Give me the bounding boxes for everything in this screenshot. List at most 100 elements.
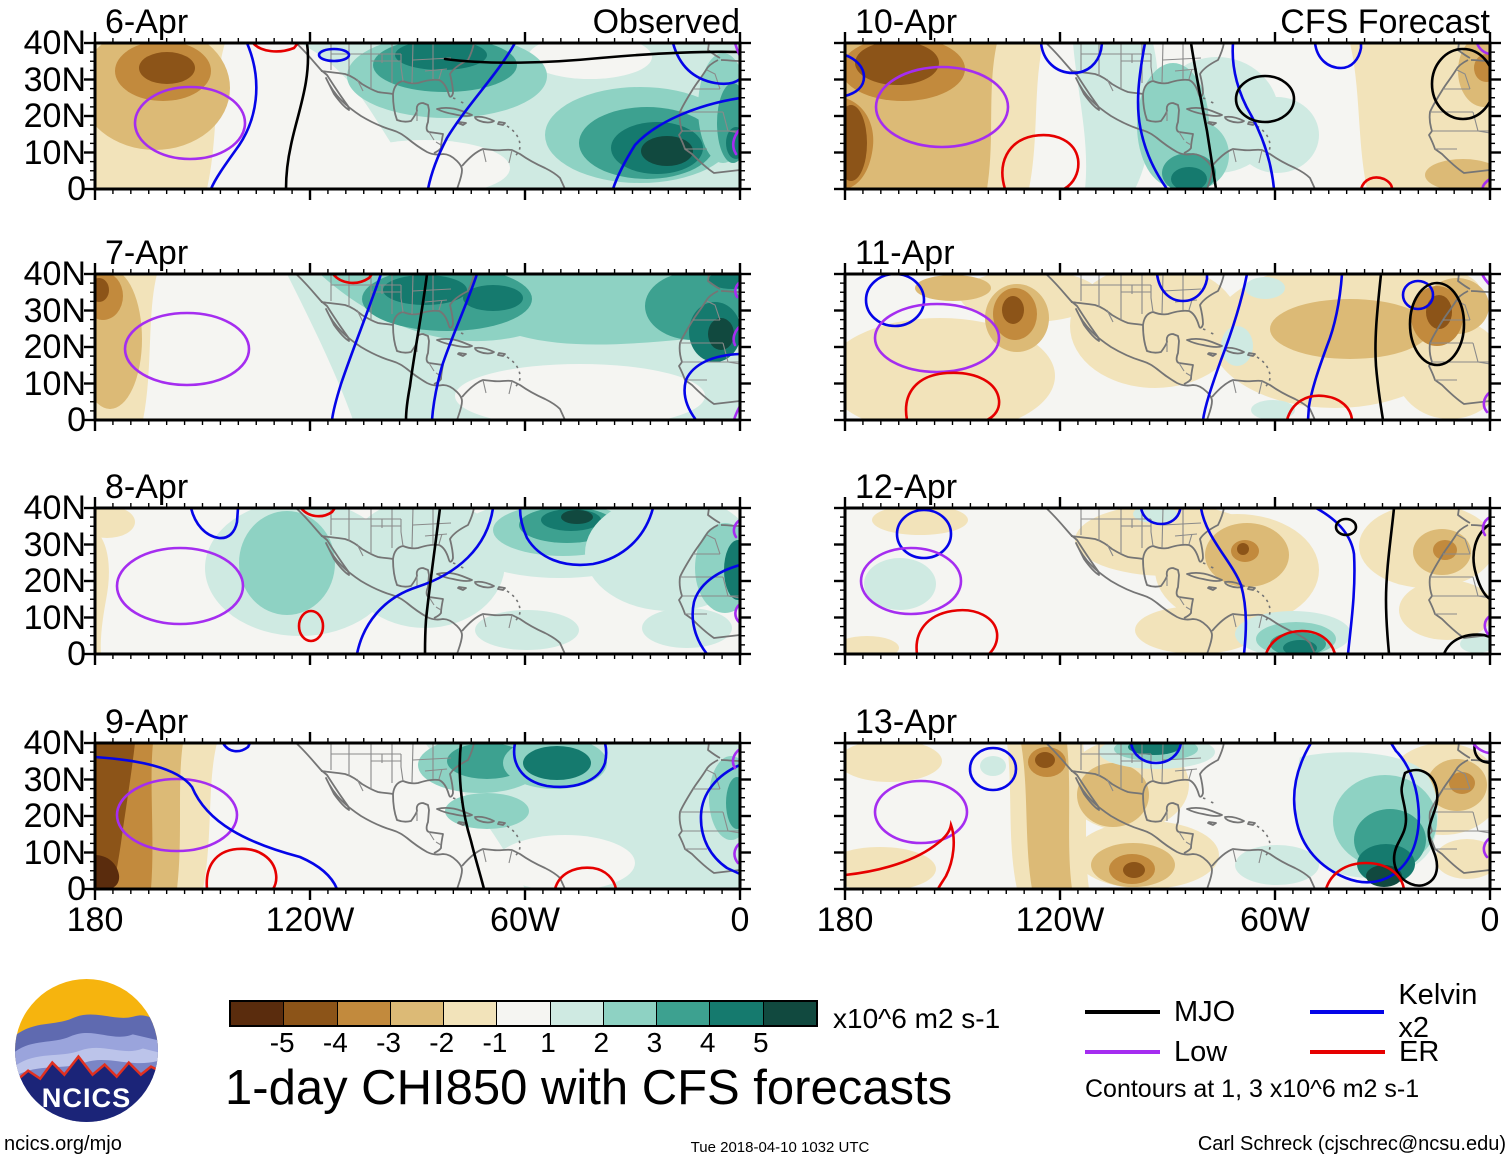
- political-border: [400, 285, 404, 313]
- wave-contour: [512, 743, 608, 789]
- y-axis-label: 20N: [23, 328, 86, 366]
- political-border: [1161, 43, 1164, 84]
- coastline: [295, 274, 463, 420]
- panel-frame: [843, 741, 1492, 891]
- legend-label: Kelvin x2: [1398, 979, 1478, 1044]
- coastline: [1470, 59, 1490, 62]
- wave-contour: [845, 819, 956, 889]
- legend-line-swatch: [1085, 1050, 1160, 1054]
- y-axis-label: 30N: [23, 760, 86, 799]
- colorbar-segment: [283, 1002, 337, 1025]
- island-chain: [1256, 825, 1271, 856]
- shading-blob: [641, 136, 693, 166]
- wave-contour: [1334, 517, 1358, 537]
- shading-blob: [1460, 635, 1490, 653]
- island-chain: [452, 97, 460, 101]
- wave-contour: [123, 311, 251, 387]
- political-border: [482, 613, 487, 628]
- shading-blob: [1073, 43, 1159, 189]
- coastline: [497, 121, 506, 126]
- political-border: [706, 534, 721, 555]
- coastline: [1207, 121, 1217, 126]
- political-border: [1150, 519, 1154, 547]
- coastline: [436, 338, 473, 348]
- shading-blob: [724, 540, 740, 600]
- coastline: [1247, 352, 1256, 357]
- x-axis-label: 180: [816, 901, 874, 939]
- political-border: [727, 361, 740, 365]
- political-border: [1258, 149, 1263, 164]
- shading-blob: [845, 636, 899, 654]
- y-axis-label: 10N: [23, 364, 86, 403]
- wave-contour: [209, 43, 258, 189]
- coastline: [1428, 59, 1490, 174]
- shading-blob: [95, 530, 109, 654]
- coastline: [720, 59, 740, 62]
- coastline: [1142, 558, 1194, 619]
- legend-item-low: Low: [1085, 1032, 1310, 1072]
- panel-title-row: 6-Apr Observed: [95, 3, 740, 41]
- ncics-logo-art: NCICS: [15, 979, 158, 1122]
- wave-contour: [731, 747, 740, 770]
- coastline: [295, 43, 463, 189]
- wave-contour: [968, 746, 1018, 792]
- wave-contour: [1374, 274, 1385, 420]
- panel-date: 8-Apr: [105, 468, 189, 506]
- political-border: [1150, 285, 1154, 313]
- coastline: [678, 759, 740, 874]
- shading-blob: [475, 610, 579, 650]
- panel-title-row: 12-Apr: [845, 468, 1490, 506]
- panel-frame: [843, 272, 1492, 422]
- panel-source-label: Observed: [592, 3, 740, 41]
- coastline: [320, 70, 394, 95]
- political-border: [356, 78, 364, 92]
- wave-contour: [1401, 279, 1435, 311]
- shading-blob: [495, 835, 635, 889]
- wave-contour: [133, 85, 247, 161]
- coastline: [392, 324, 444, 385]
- legend-line-swatch: [1085, 1010, 1160, 1014]
- panel-frame: [93, 272, 742, 422]
- colorbar-tick-label: 4: [699, 1027, 716, 1058]
- wave-contour: [1189, 43, 1218, 189]
- wave-contour: [1314, 508, 1356, 654]
- coastline: [678, 290, 740, 405]
- wave-contour: [1482, 390, 1490, 414]
- coastline: [392, 274, 475, 329]
- colorbar-tick-label: 5: [753, 1027, 769, 1058]
- wave-contour: [284, 43, 310, 189]
- shading-blob: [1425, 159, 1490, 189]
- political-border: [1456, 534, 1471, 555]
- shading-blob: [1350, 43, 1490, 189]
- wave-contour: [1306, 274, 1344, 420]
- political-border: [508, 380, 513, 395]
- political-border: [727, 595, 740, 599]
- island-chain: [506, 825, 521, 856]
- wave-contour: [1155, 274, 1209, 303]
- colorbar-segment: [231, 1002, 284, 1025]
- coastline: [461, 148, 566, 189]
- political-border: [1188, 68, 1193, 80]
- y-axis-label: 40N: [23, 489, 86, 527]
- coastline: [707, 508, 721, 524]
- wave-contour: [845, 53, 866, 98]
- coastline: [1142, 274, 1225, 329]
- shading-blob: [1237, 543, 1249, 555]
- political-border: [482, 379, 487, 394]
- shading-blob: [726, 777, 740, 829]
- map-canvas: [84, 32, 751, 200]
- shading-blob: [1128, 743, 1180, 755]
- shading-blob: [1135, 606, 1259, 654]
- ncics-logo-text: NCICS: [42, 1082, 132, 1113]
- coastline: [457, 352, 467, 357]
- wave-contour: [915, 608, 999, 654]
- y-axis-label: 10N: [23, 598, 86, 637]
- map-panel-6-apr: 6-Apr Observed 40N 30N 20N 10N 0: [24, 3, 751, 208]
- wave-contour: [1234, 74, 1296, 124]
- wave-contour: [859, 546, 963, 616]
- shading-blob: [455, 364, 705, 420]
- colorbar-tick-label: -3: [376, 1027, 401, 1058]
- colorbar-tick-label: -4: [322, 1027, 348, 1058]
- map-canvas: [834, 732, 1501, 900]
- shading-blob: [708, 274, 740, 289]
